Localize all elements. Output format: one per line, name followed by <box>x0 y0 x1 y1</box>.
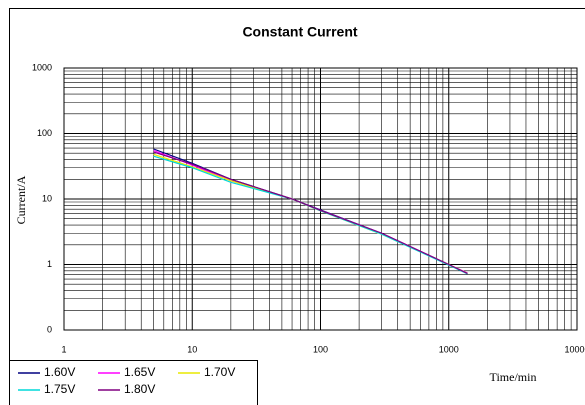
y-tick-label: 100 <box>37 128 52 138</box>
plot-frame <box>63 67 578 331</box>
y-tick-label: 1 <box>47 259 52 269</box>
chart-title: Constant Current <box>242 24 357 40</box>
x-tick-label: 10 <box>187 344 197 354</box>
x-tick-label: 1000 <box>439 344 459 354</box>
series-line <box>153 151 468 274</box>
legend-label: 1.70V <box>204 365 235 379</box>
x-axis-label: Time/min <box>490 370 537 384</box>
x-tick-label: 100 <box>313 344 328 354</box>
grid <box>63 67 578 331</box>
legend-label: 1.75V <box>44 382 75 396</box>
legend <box>9 360 258 405</box>
x-tick-label: 1 <box>61 344 66 354</box>
y-axis-label: Current/A <box>14 175 28 224</box>
legend-label: 1.80V <box>124 382 155 396</box>
y-tick-label: 1000 <box>32 62 52 72</box>
legend-label: 1.60V <box>44 365 75 379</box>
y-tick-label: 0 <box>47 324 52 334</box>
y-tick-label: 10 <box>42 193 52 203</box>
x-tick-label: 10000 <box>564 344 585 354</box>
legend-label: 1.65V <box>124 365 155 379</box>
